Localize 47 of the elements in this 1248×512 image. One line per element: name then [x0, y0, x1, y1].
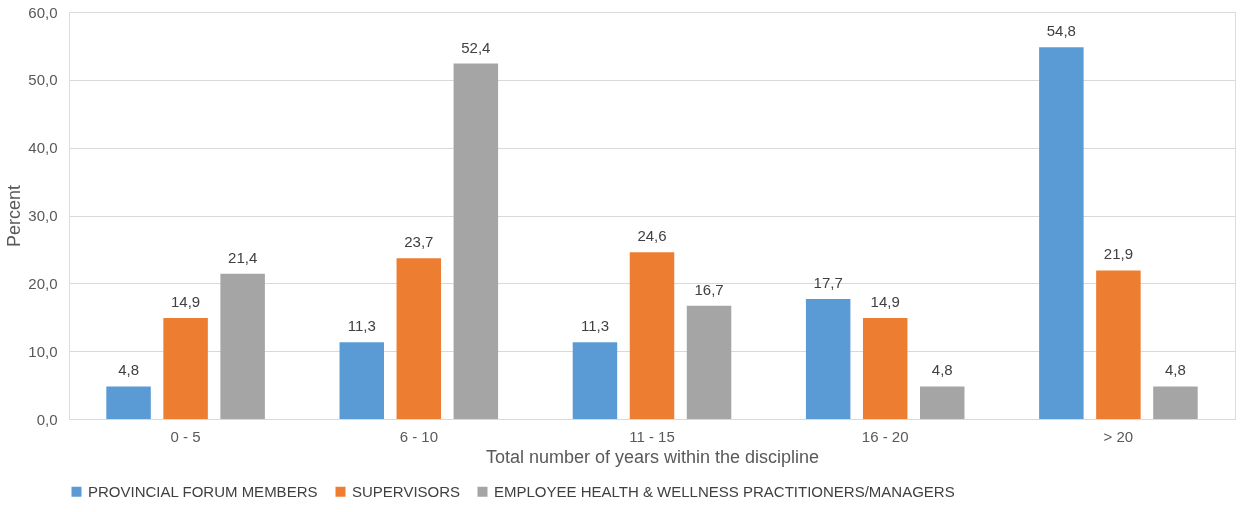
x-tick-label: > 20: [1103, 427, 1134, 445]
data-label: 54,8: [1046, 22, 1076, 40]
bar: [453, 63, 499, 419]
x-tick-label: 0 - 5: [170, 427, 201, 445]
x-tick-label: 16 - 20: [861, 427, 909, 445]
bar: [220, 273, 265, 419]
bar: [1096, 270, 1141, 419]
bar: [862, 317, 908, 419]
y-tick-label: 50,0: [28, 71, 58, 89]
data-label: 23,7: [404, 233, 434, 251]
data-label: 24,6: [637, 227, 667, 245]
x-tick-label: 11 - 15: [629, 427, 675, 445]
bar: [396, 258, 442, 419]
bar: [1153, 386, 1198, 419]
data-label: 11,3: [580, 317, 610, 335]
bar: [920, 386, 965, 419]
legend-label: PROVINCIAL FORUM MEMBERS: [88, 482, 318, 500]
data-label: 21,9: [1103, 245, 1133, 263]
bar: [163, 317, 208, 419]
bar: [805, 298, 851, 419]
bar: [1039, 47, 1084, 419]
data-label: 16,7: [694, 280, 724, 298]
y-tick-label: 60,0: [28, 3, 58, 21]
bar: [572, 342, 618, 419]
data-label: 17,7: [813, 273, 843, 291]
data-label: 21,4: [228, 248, 258, 266]
bar: [339, 342, 384, 419]
y-tick-label: 0,0: [36, 410, 58, 428]
data-label: 4,8: [931, 361, 953, 379]
data-label: 11,3: [347, 317, 376, 335]
bar: [686, 305, 732, 419]
y-axis-title: Percent: [4, 184, 25, 248]
data-label: 14,9: [870, 292, 900, 310]
data-label: 4,8: [118, 361, 139, 379]
y-tick-label: 10,0: [28, 342, 58, 360]
y-tick-label: 20,0: [28, 274, 58, 292]
data-label: 14,9: [171, 292, 201, 310]
data-label: 52,4: [461, 38, 491, 56]
legend-label: EMPLOYEE HEALTH & WELLNESS PRACTITIONERS/MANAGERS: [494, 482, 955, 500]
y-tick-label: 30,0: [28, 207, 58, 224]
bar: [106, 386, 151, 419]
x-tick-label: 6 - 10: [399, 427, 438, 445]
legend-label: SUPERVISORS: [352, 482, 461, 500]
y-tick-label: 40,0: [28, 139, 58, 157]
x-axis-title: Total number of years within the discipline: [485, 446, 820, 467]
bar: [629, 252, 675, 419]
data-label: 4,8: [1165, 361, 1186, 379]
